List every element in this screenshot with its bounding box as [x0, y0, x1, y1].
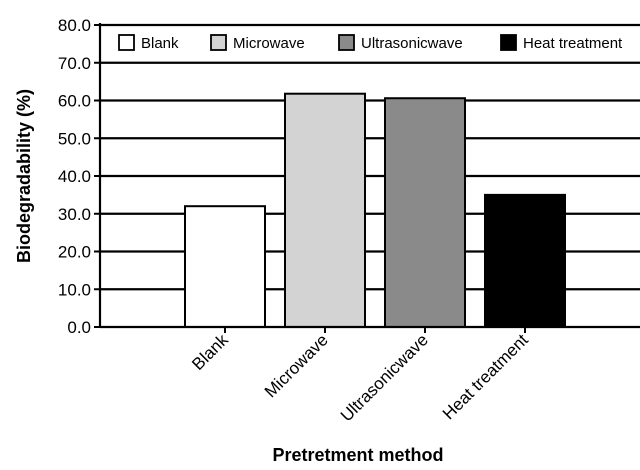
legend-swatch: [500, 34, 517, 51]
x-category-label: Microwave: [261, 330, 332, 401]
legend: Blank Microwave Ultrasonicwave Heat treatme…: [108, 29, 640, 59]
y-tick-label: 20.0: [58, 243, 91, 262]
y-axis-title: Biodegradability (%): [14, 89, 34, 263]
legend-swatch: [210, 34, 227, 51]
legend-swatch: [338, 34, 355, 51]
legend-label: Heat treatment: [523, 35, 623, 52]
axes: [94, 23, 640, 333]
y-tick-label: 60.0: [58, 92, 91, 111]
y-tick-label: 80.0: [58, 16, 91, 35]
legend-label: Ultrasonicwave: [361, 35, 463, 52]
y-tick-label: 0.0: [67, 318, 91, 337]
bars: [184, 92, 566, 328]
x-category-labels: Blank Microwave Ultrasonicwave Heat treatme…: [188, 330, 532, 425]
x-axis-title: Pretretment method: [272, 445, 443, 465]
y-tick-label: 10.0: [58, 280, 91, 299]
y-tick-label: 30.0: [58, 205, 91, 224]
legend-background: [108, 29, 640, 59]
x-category-label: Ultrasonicwave: [337, 330, 432, 425]
x-category-label: Heat treatment: [439, 330, 532, 423]
y-tick-label: 50.0: [58, 129, 91, 148]
x-category-label: Blank: [188, 330, 232, 374]
y-tick-labels: 0.0 10.0 20.0 30.0 40.0 50.0 60.0 70.0 80.0: [58, 16, 91, 337]
legend-swatch: [118, 34, 135, 51]
bar-blank: [184, 205, 266, 328]
bar-microwave: [284, 92, 366, 328]
legend-label: Blank: [141, 35, 179, 52]
y-tick-label: 40.0: [58, 167, 91, 186]
y-tick-label: 70.0: [58, 54, 91, 73]
bar-ultrasonicwave: [384, 97, 466, 328]
legend-label: Microwave: [233, 35, 305, 52]
bar-heat-treatment: [484, 193, 566, 328]
